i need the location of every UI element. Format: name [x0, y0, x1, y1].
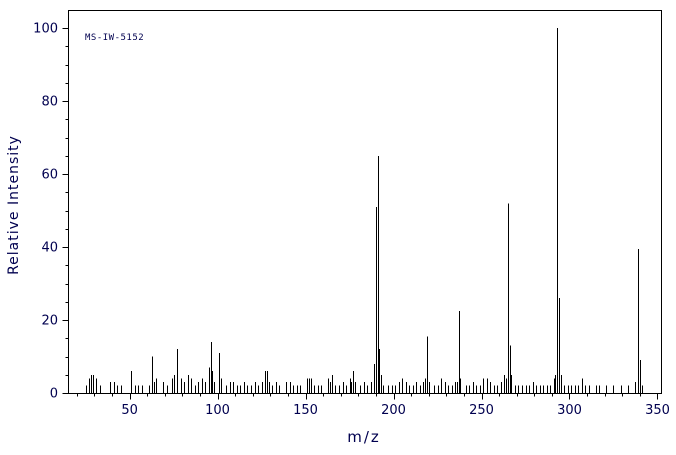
- svg-text:200: 200: [381, 403, 406, 418]
- svg-text:60: 60: [41, 168, 58, 183]
- svg-text:300: 300: [557, 403, 582, 418]
- svg-text:150: 150: [293, 403, 318, 418]
- svg-text:20: 20: [41, 314, 58, 329]
- svg-text:100: 100: [33, 22, 58, 37]
- x-axis-title: m/z: [347, 428, 381, 446]
- svg-text:250: 250: [469, 403, 494, 418]
- svg-text:350: 350: [645, 403, 670, 418]
- svg-text:0: 0: [50, 387, 58, 402]
- svg-text:40: 40: [41, 241, 58, 256]
- svg-text:50: 50: [121, 403, 138, 418]
- y-axis-title: Relative Intensity: [6, 135, 22, 275]
- svg-text:80: 80: [41, 95, 58, 110]
- spectrum-id-label: MS-IW-5152: [85, 33, 145, 43]
- svg-text:100: 100: [205, 403, 230, 418]
